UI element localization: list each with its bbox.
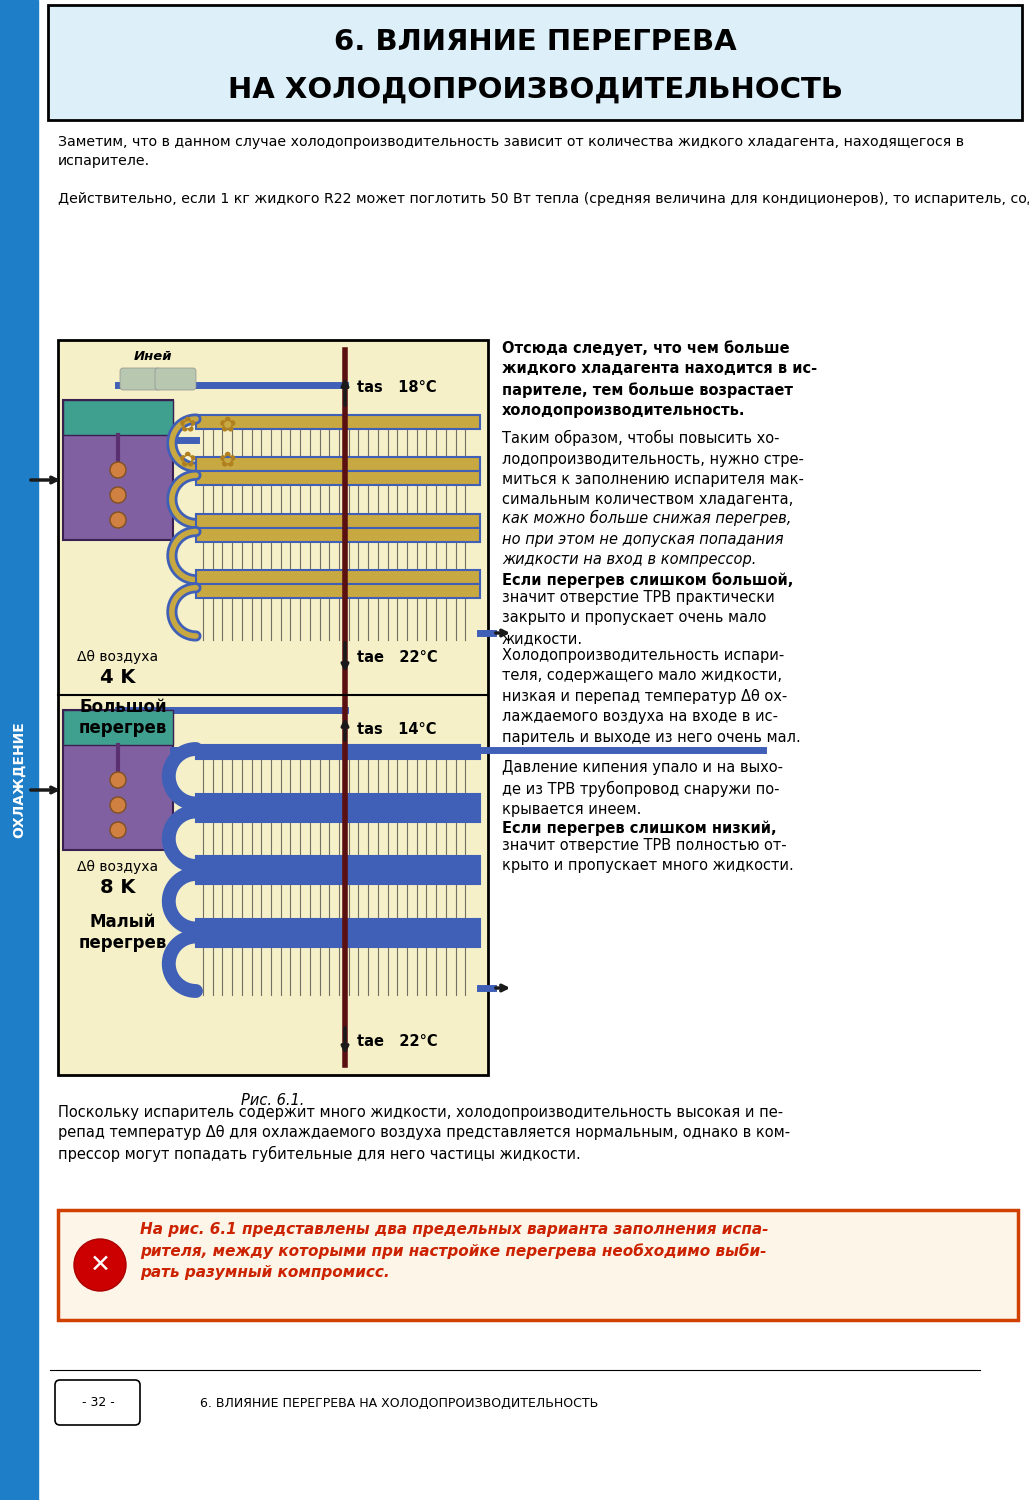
Bar	[196, 458, 480, 471]
Circle shape	[110, 512, 126, 528]
FancyBboxPatch shape	[155, 368, 196, 390]
Bar	[48, 4, 1022, 120]
Text: Малый
перегрев: Малый перегрев	[79, 914, 167, 952]
Text: tas   14°C: tas 14°C	[357, 722, 436, 736]
Text: Отсюда следует, что чем больше
жидкого хладагента находится в ис-
парителе, тем : Отсюда следует, что чем больше жидкого х…	[502, 340, 817, 418]
Text: Холодопроизводительность испари-
теля, содержащего мало жидкости,
низкая и переп: Холодопроизводительность испари- теля, с…	[502, 648, 801, 744]
Text: Поскольку испаритель содержит много жидкости, холодопроизводительность высокая и: Поскольку испаритель содержит много жидк…	[58, 1106, 790, 1162]
Text: Рис. 6.1.: Рис. 6.1.	[242, 1094, 305, 1108]
Text: 8 K: 8 K	[100, 878, 136, 897]
Bar	[63, 400, 173, 540]
Text: Δθ воздуха: Δθ воздуха	[77, 650, 158, 664]
Text: Иней: Иней	[134, 350, 172, 363]
Circle shape	[110, 462, 126, 478]
Text: Таким образом, чтобы повысить хо-
лодопроизводительность, нужно стре-
миться к з: Таким образом, чтобы повысить хо- лодопр…	[502, 430, 804, 507]
Text: tae   22°C: tae 22°C	[357, 650, 437, 664]
Bar	[58, 340, 488, 1076]
Bar	[196, 570, 480, 584]
Text: Если перегрев слишком низкий,: Если перегрев слишком низкий,	[502, 821, 777, 836]
Bar	[196, 807, 480, 822]
FancyBboxPatch shape	[120, 368, 161, 390]
Bar	[196, 794, 480, 807]
Text: Давление кипения упало и на выхо-
де из ТРВ трубопровод снаружи по-
крывается ин: Давление кипения упало и на выхо- де из …	[502, 760, 783, 818]
FancyBboxPatch shape	[55, 1380, 140, 1425]
Bar	[196, 416, 480, 429]
Text: ✿: ✿	[219, 450, 237, 470]
Circle shape	[110, 796, 126, 813]
Bar	[196, 856, 480, 870]
Text: 6. ВЛИЯНИЕ ПЕРЕГРЕВА НА ХОЛОДОПРОИЗВОДИТЕЛЬНОСТЬ: 6. ВЛИЯНИЕ ПЕРЕГРЕВА НА ХОЛОДОПРОИЗВОДИТ…	[200, 1396, 598, 1410]
Text: как можно больше снижая перегрев,
но при этом не допуская попадания
жидкости на : как можно больше снижая перегрев, но при…	[502, 510, 791, 567]
Text: Если перегрев слишком большой,: Если перегрев слишком большой,	[502, 572, 793, 588]
Bar	[196, 528, 480, 542]
Bar	[63, 710, 173, 850]
Text: 6. ВЛИЯНИЕ ПЕРЕГРЕВА: 6. ВЛИЯНИЕ ПЕРЕГРЕВА	[333, 28, 737, 56]
Text: ✕: ✕	[90, 1252, 110, 1276]
Text: Δθ воздуха: Δθ воздуха	[77, 859, 158, 874]
Text: Большой
перегрев: Большой перегрев	[79, 698, 167, 736]
Text: ✿: ✿	[179, 450, 197, 470]
Text: Действительно, если 1 кг жидкого R22 может поглотить 50 Вт тепла (средняя величи: Действительно, если 1 кг жидкого R22 мож…	[58, 192, 1029, 206]
Bar	[196, 513, 480, 528]
Bar	[63, 400, 173, 435]
Text: tas   18°C: tas 18°C	[357, 381, 436, 396]
Text: ✿: ✿	[219, 416, 237, 435]
Text: tae   22°C: tae 22°C	[357, 1034, 437, 1048]
Text: ✿: ✿	[179, 416, 197, 435]
Bar	[196, 870, 480, 883]
Text: Заметим, что в данном случае холодопроизводительность зависит от количества жидк: Заметим, что в данном случае холодопроиз…	[58, 135, 964, 168]
Bar	[0, 0, 38, 1500]
Circle shape	[74, 1239, 126, 1292]
Bar	[196, 918, 480, 933]
Bar	[63, 710, 173, 746]
Text: - 32 -: - 32 -	[81, 1396, 114, 1410]
Bar	[196, 746, 480, 759]
Text: ОХЛАЖДЕНИЕ: ОХЛАЖДЕНИЕ	[12, 722, 26, 839]
Text: На рис. 6.1 представлены два предельных варианта заполнения испа-
рителя, между : На рис. 6.1 представлены два предельных …	[140, 1222, 769, 1280]
Circle shape	[110, 772, 126, 788]
Bar	[58, 1210, 1018, 1320]
Text: значит отверстие ТРВ полностью от-
крыто и пропускает много жидкости.: значит отверстие ТРВ полностью от- крыто…	[502, 839, 793, 873]
Text: 4 K: 4 K	[100, 668, 136, 687]
Bar	[196, 471, 480, 486]
Circle shape	[110, 488, 126, 502]
Bar	[196, 584, 480, 597]
Bar	[196, 933, 480, 946]
Text: значит отверстие ТРВ практически
закрыто и пропускает очень мало
жидкости.: значит отверстие ТРВ практически закрыто…	[502, 590, 775, 646]
Text: НА ХОЛОДОПРОИЗВОДИТЕЛЬНОСТЬ: НА ХОЛОДОПРОИЗВОДИТЕЛЬНОСТЬ	[227, 76, 843, 104]
Circle shape	[110, 822, 126, 839]
